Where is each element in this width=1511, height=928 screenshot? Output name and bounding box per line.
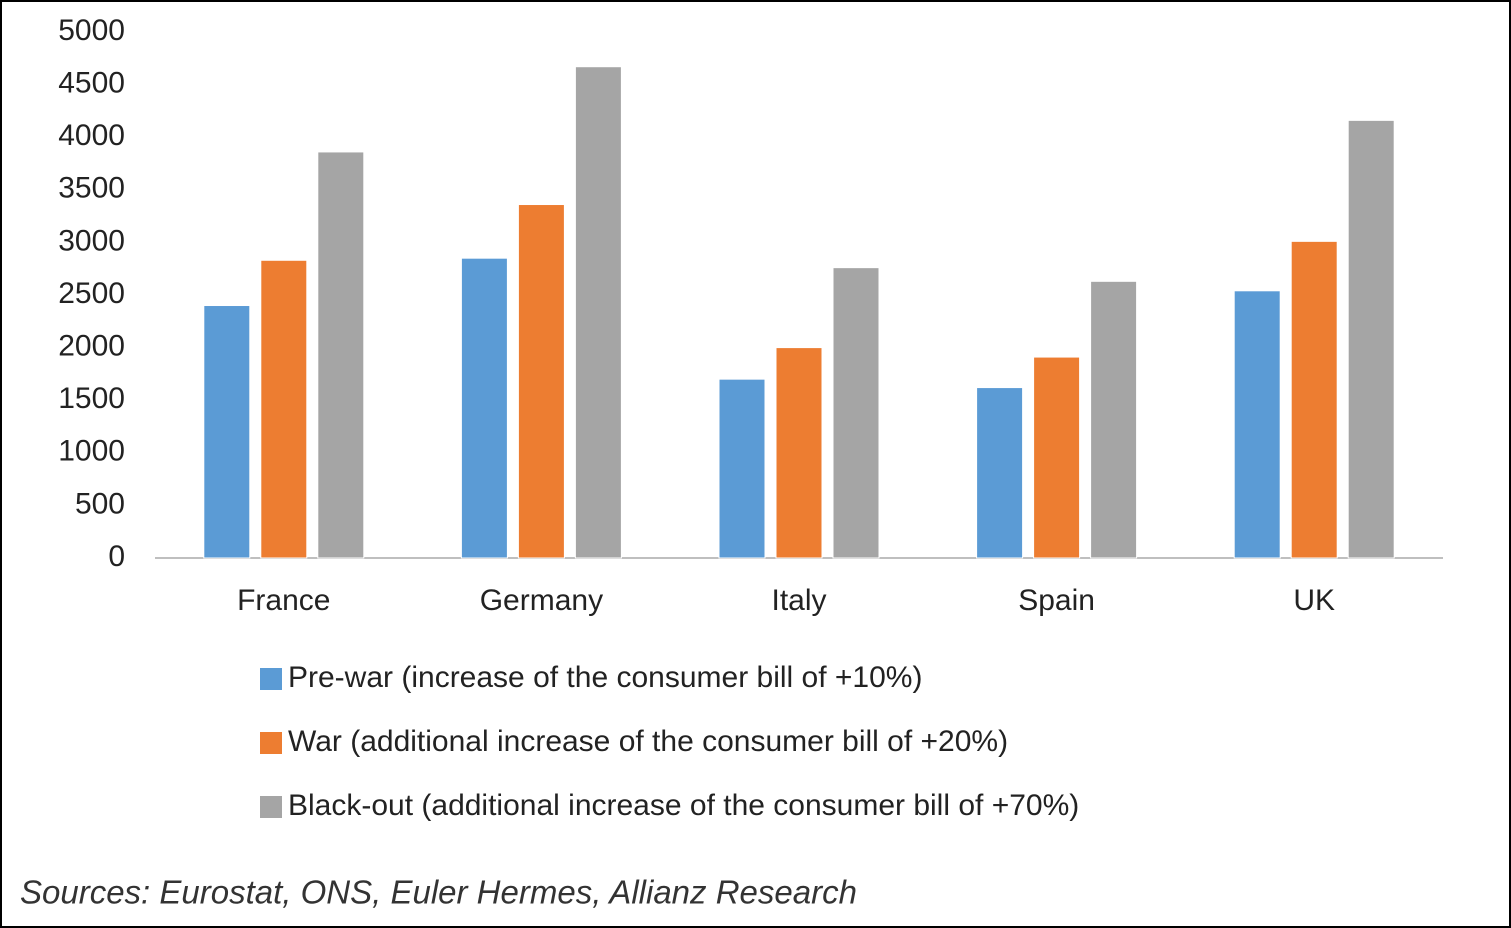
legend-swatch xyxy=(260,796,282,818)
y-tick-label: 5000 xyxy=(58,14,125,47)
bar xyxy=(1033,356,1081,559)
legend-label: War (additional increase of the consumer… xyxy=(288,725,1008,758)
y-tick-label: 1000 xyxy=(58,435,125,468)
x-tick-label: France xyxy=(237,584,330,617)
legend-label: Pre-war (increase of the consumer bill o… xyxy=(288,661,922,694)
x-tick-label: Italy xyxy=(771,584,826,617)
bar xyxy=(832,267,880,559)
bar xyxy=(1347,119,1395,559)
y-tick-label: 2500 xyxy=(58,277,125,310)
bar xyxy=(1233,290,1281,559)
y-tick-label: 3500 xyxy=(58,172,125,205)
y-tick-label: 500 xyxy=(75,487,125,520)
bar xyxy=(1290,240,1338,559)
legend-label: Black-out (additional increase of the co… xyxy=(288,789,1079,822)
bar xyxy=(574,66,622,559)
y-tick-label: 1500 xyxy=(58,382,125,415)
x-tick-label: Spain xyxy=(1018,584,1095,617)
source-note: Sources: Eurostat, ONS, Euler Hermes, Al… xyxy=(20,874,857,911)
x-tick-label: Germany xyxy=(480,584,603,617)
x-tick-label: UK xyxy=(1293,584,1335,617)
y-tick-label: 2000 xyxy=(58,330,125,363)
bar xyxy=(976,387,1024,559)
bar xyxy=(203,305,251,559)
legend-swatch xyxy=(260,732,282,754)
bar xyxy=(517,204,565,559)
legend-swatch xyxy=(260,668,282,690)
bar xyxy=(317,151,365,559)
bar xyxy=(718,378,766,559)
y-tick-label: 0 xyxy=(108,540,125,573)
y-tick-label: 3000 xyxy=(58,224,125,257)
bar xyxy=(1090,280,1138,559)
bar xyxy=(775,347,823,559)
bar xyxy=(260,259,308,559)
y-tick-label: 4000 xyxy=(58,119,125,152)
y-tick-label: 4500 xyxy=(58,67,125,100)
bar xyxy=(460,257,508,559)
